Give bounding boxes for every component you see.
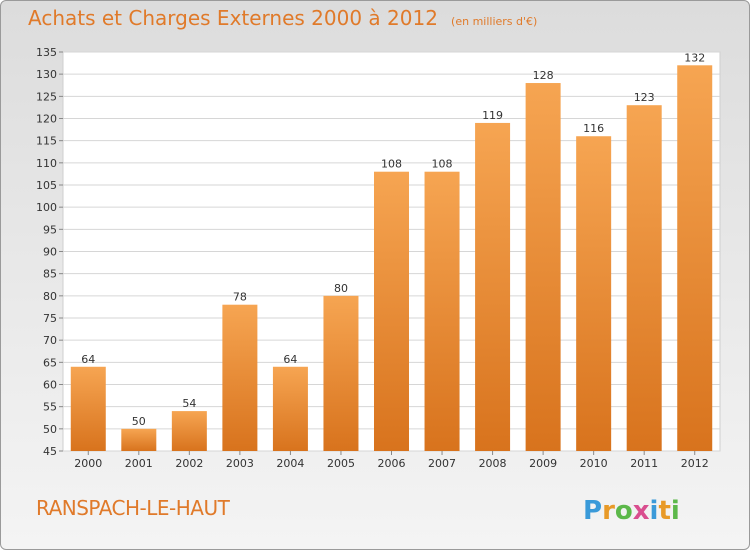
y-tick-label: 135 [36,46,57,59]
bar-2007 [424,171,460,451]
bar-2002 [171,411,207,451]
x-tick-label: 2005 [327,457,355,470]
y-tick-label: 130 [36,68,57,81]
y-tick-label: 105 [36,179,57,192]
y-axis: 45 50 55 60 65 70 75 80 85 90 95 100 105 110 115 120 125… [36,46,63,458]
x-tick-label: 2004 [276,457,304,470]
y-tick-label: 70 [43,334,57,347]
bar-2005 [323,295,359,451]
y-tick-label: 55 [43,401,57,414]
bar-2010 [576,136,612,451]
y-tick-label: 75 [43,312,57,325]
value-label: 116 [583,122,604,135]
bar-2000 [70,366,106,451]
value-label: 123 [634,91,655,104]
x-axis: 2000 2001 2002 2003 2004 2005 2006 2007 2008 2009… [74,451,709,470]
bar-2006 [374,171,409,451]
y-tick-label: 50 [43,423,57,436]
y-tick-label: 80 [43,290,57,303]
value-label: 54 [182,397,196,410]
bar-2011 [626,105,662,451]
value-label: 128 [533,69,554,82]
x-tick-label: 2007 [428,457,456,470]
x-tick-label: 2001 [125,457,153,470]
x-tick-label: 2006 [378,457,406,470]
value-label: 119 [482,109,503,122]
x-tick-label: 2009 [529,457,557,470]
y-tick-label: 65 [43,356,57,369]
y-tick-label: 115 [36,135,57,148]
y-tick-label: 95 [43,223,57,236]
value-label: 132 [684,51,705,64]
proxiti-logo: Proxiti [583,496,680,525]
value-label: 64 [283,353,297,366]
bar-2004 [272,366,308,451]
bars: 64 50 54 78 64 80 108 108 119 128 116 123 132 [70,51,713,452]
x-tick-label: 2002 [175,457,203,470]
y-tick-label: 110 [36,157,57,170]
svg-text:Proxiti: Proxiti [583,496,680,525]
value-label: 78 [233,291,247,304]
value-label: 64 [81,353,95,366]
y-tick-label: 100 [36,201,57,214]
y-tick-label: 45 [43,445,57,458]
bar-2012 [677,65,713,452]
y-tick-label: 125 [36,90,57,103]
y-tick-label: 85 [43,268,57,281]
title-row: Achats et Charges Externes 2000 à 2012 (… [28,6,537,30]
bar-2003 [222,304,258,451]
value-label: 80 [334,282,348,295]
y-tick-label: 120 [36,113,57,126]
x-tick-label: 2012 [681,457,709,470]
y-tick-label: 90 [43,246,57,259]
value-label: 50 [132,415,146,428]
bar-2001 [121,428,157,451]
x-tick-label: 2010 [580,457,608,470]
commune-name: RANSPACH-LE-HAUT [36,496,230,520]
x-tick-label: 2000 [74,457,102,470]
bar-2008 [475,122,511,451]
y-tick-label: 60 [43,379,57,392]
x-tick-label: 2003 [226,457,254,470]
x-tick-label: 2008 [479,457,507,470]
x-tick-label: 2011 [630,457,658,470]
chart-title: Achats et Charges Externes 2000 à 2012 [28,6,438,30]
value-label: 108 [381,158,402,171]
bar-2009 [525,83,561,452]
value-label: 108 [432,158,453,171]
chart-subtitle: (en milliers d'€) [451,15,538,28]
